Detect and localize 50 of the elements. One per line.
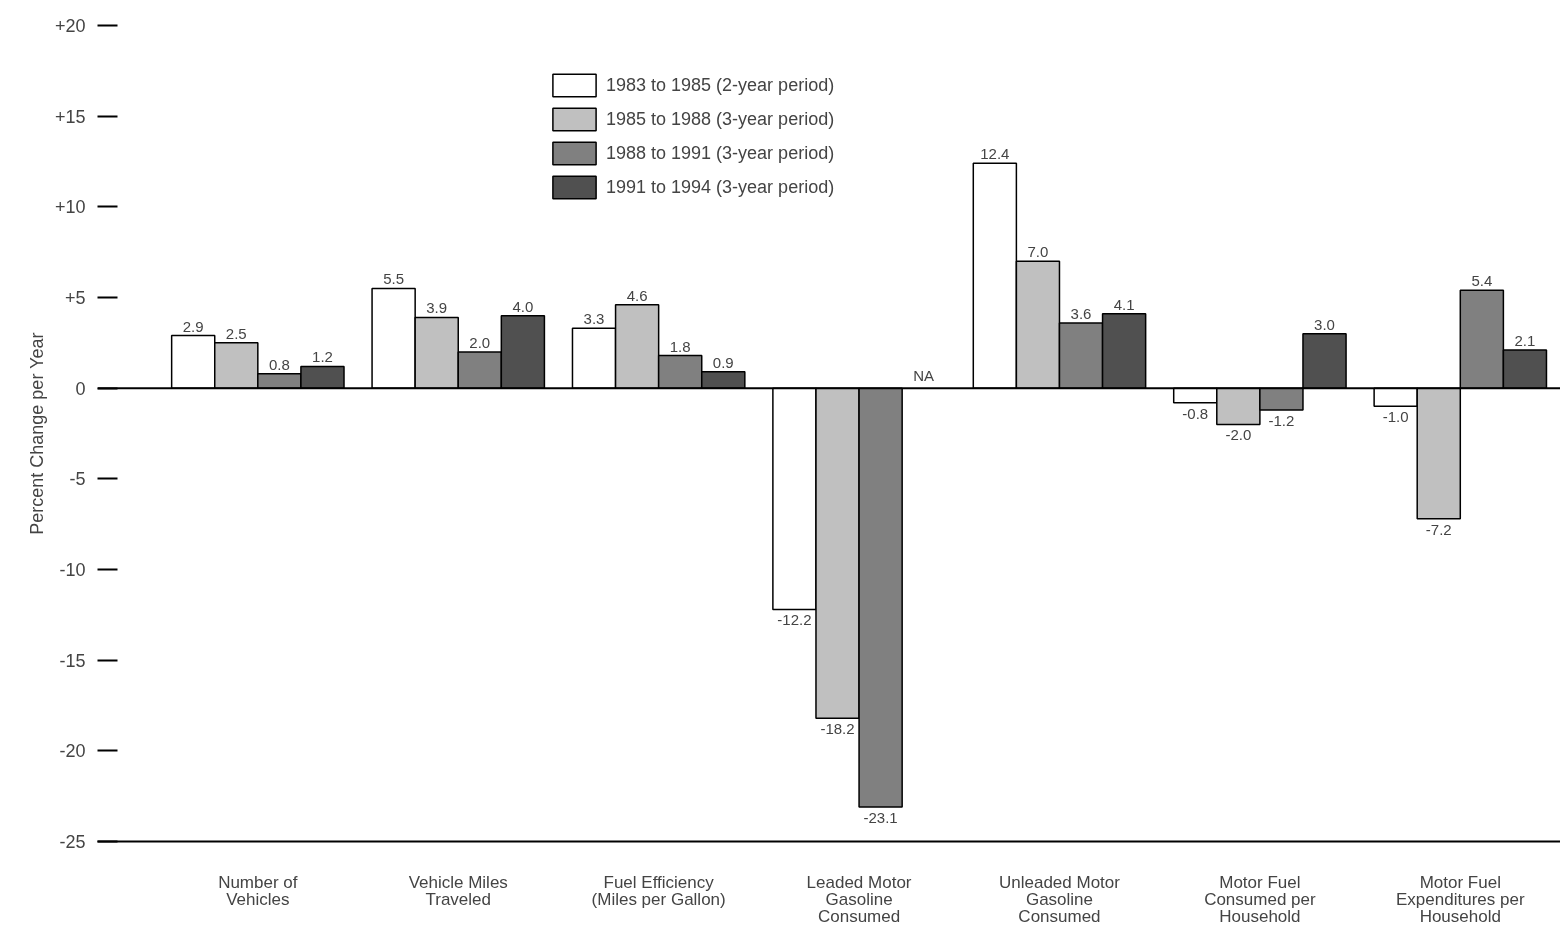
y-tick-label: +10	[54, 197, 86, 218]
data-label: -12.2	[777, 611, 812, 629]
data-label: 4.1	[1113, 295, 1135, 313]
y-tick-label: -15	[59, 650, 86, 671]
legend-label: 1988 to 1991 (3-year period)	[606, 142, 835, 164]
data-label: 1.8	[669, 337, 691, 355]
y-tick-label: -25	[59, 832, 86, 852]
data-label: 2.9	[182, 317, 204, 335]
y-tick-label: -20	[59, 741, 86, 762]
data-label: -1.0	[1382, 408, 1409, 426]
x-tick-label: Fuel Efficiency (Miles per Gallon)	[591, 872, 726, 909]
data-label: 3.9	[426, 299, 448, 317]
data-label: -7.2	[1425, 520, 1452, 538]
x-tick-label: Vehicle Miles Traveled	[408, 872, 508, 909]
x-tick-label: Unleaded Motor Gasoline Consumed	[998, 872, 1121, 926]
data-label: 0.8	[268, 355, 290, 373]
data-label: 3.0	[1314, 315, 1335, 333]
data-label: 7.0	[1027, 243, 1049, 261]
x-tick-label: Leaded Motor Gasoline Consumed	[806, 872, 912, 926]
legend-label: 1985 to 1988 (3-year period)	[606, 108, 835, 130]
y-tick-label: -10	[59, 560, 86, 580]
y-tick-label: +20	[54, 16, 86, 36]
x-tick-label: Motor Fuel Consumed per Household	[1204, 872, 1316, 926]
y-tick-label: 0	[75, 378, 86, 399]
data-label: -18.2	[820, 720, 855, 738]
legend-label: 1991 to 1994 (3-year period)	[606, 176, 835, 198]
data-label: 3.6	[1070, 304, 1092, 322]
x-tick-label: Number of Vehicles	[218, 872, 298, 909]
y-tick-label: +5	[64, 288, 86, 308]
data-label: 2.5	[225, 324, 247, 342]
data-label: -0.8	[1182, 404, 1209, 422]
annotation: NA	[913, 367, 935, 385]
data-label: 12.4	[980, 145, 1010, 163]
y-axis-title: Percent Change per Year	[26, 332, 47, 535]
data-label: -1.2	[1268, 411, 1295, 429]
data-label: 3.3	[583, 310, 605, 328]
x-tick-label: Motor Fuel Expenditures per Household	[1396, 872, 1525, 926]
legend-label: 1983 to 1985 (2-year period)	[606, 74, 835, 96]
data-label: -2.0	[1225, 426, 1252, 444]
data-label: 5.5	[383, 270, 405, 288]
data-label: 1.2	[312, 348, 333, 366]
data-label: 4.6	[626, 286, 648, 304]
data-label: 2.1	[1514, 332, 1536, 350]
y-tick-label: +15	[54, 106, 86, 127]
data-label: 5.4	[1471, 272, 1493, 290]
data-label: -23.1	[863, 809, 898, 827]
data-label: 4.0	[512, 297, 534, 315]
data-label: 0.9	[712, 353, 734, 371]
y-tick-label: -5	[69, 469, 86, 490]
data-label: 2.0	[469, 333, 491, 351]
